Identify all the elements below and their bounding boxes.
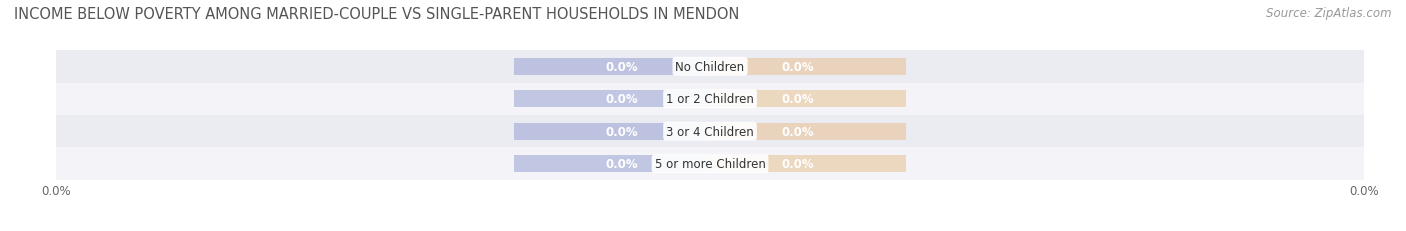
Text: 0.0%: 0.0% <box>782 125 814 138</box>
Bar <box>710 59 905 75</box>
Bar <box>515 91 710 108</box>
Text: 0.0%: 0.0% <box>606 61 638 73</box>
Bar <box>710 91 905 108</box>
Bar <box>56 116 1364 148</box>
Bar <box>710 123 905 140</box>
Text: Source: ZipAtlas.com: Source: ZipAtlas.com <box>1267 7 1392 20</box>
Bar <box>515 156 710 172</box>
Bar <box>515 59 710 75</box>
Text: 0.0%: 0.0% <box>606 158 638 170</box>
Text: INCOME BELOW POVERTY AMONG MARRIED-COUPLE VS SINGLE-PARENT HOUSEHOLDS IN MENDON: INCOME BELOW POVERTY AMONG MARRIED-COUPL… <box>14 7 740 22</box>
Bar <box>56 148 1364 180</box>
Text: 0.0%: 0.0% <box>782 61 814 73</box>
Text: 0.0%: 0.0% <box>782 158 814 170</box>
Bar <box>56 51 1364 83</box>
Bar <box>56 83 1364 116</box>
Text: 3 or 4 Children: 3 or 4 Children <box>666 125 754 138</box>
Text: 0.0%: 0.0% <box>606 93 638 106</box>
Bar <box>515 123 710 140</box>
Text: No Children: No Children <box>675 61 745 73</box>
Bar <box>710 156 905 172</box>
Text: 0.0%: 0.0% <box>606 125 638 138</box>
Text: 1 or 2 Children: 1 or 2 Children <box>666 93 754 106</box>
Text: 5 or more Children: 5 or more Children <box>655 158 765 170</box>
Text: 0.0%: 0.0% <box>782 93 814 106</box>
